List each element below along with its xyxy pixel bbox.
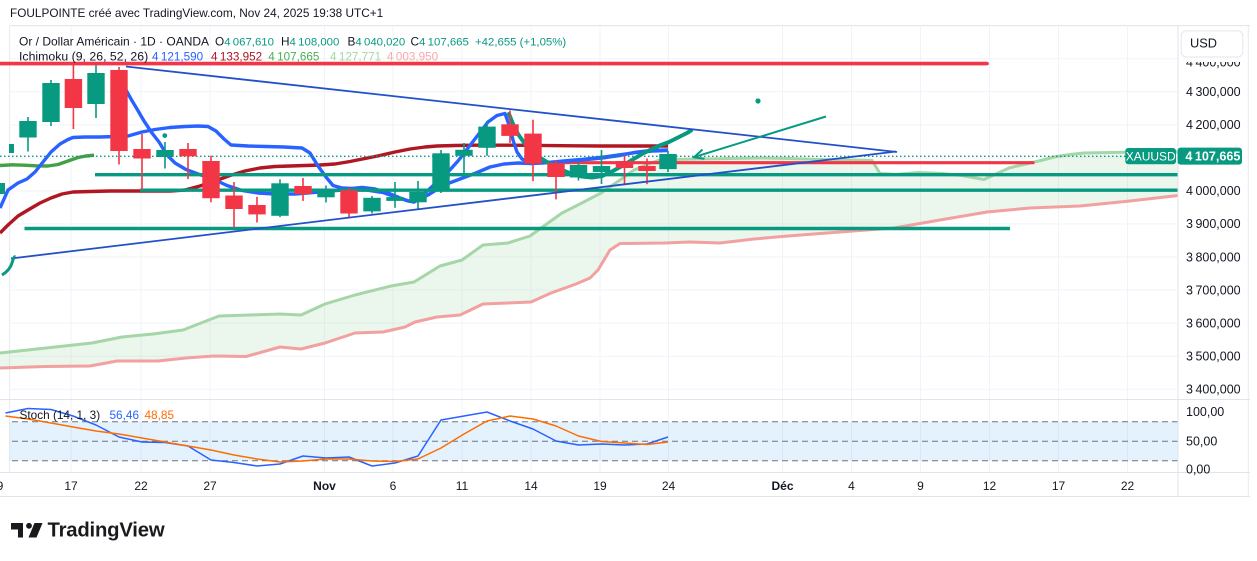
svg-text:27: 27 bbox=[203, 479, 217, 493]
svg-text:14: 14 bbox=[524, 479, 538, 493]
svg-text:Stoch (14, 1, 3): Stoch (14, 1, 3) bbox=[20, 408, 101, 422]
svg-text:3 500,000: 3 500,000 bbox=[1186, 350, 1241, 364]
svg-text:FOULPOINTE créé avec TradingVi: FOULPOINTE créé avec TradingView.com, No… bbox=[10, 6, 383, 20]
svg-text:Or / Dollar Américain · 1D · O: Or / Dollar Américain · 1D · OANDA bbox=[19, 34, 209, 48]
svg-text:XAUUSD: XAUUSD bbox=[1126, 149, 1176, 163]
svg-text:B4 040,020: B4 040,020 bbox=[348, 34, 406, 48]
svg-text:4 300,000: 4 300,000 bbox=[1186, 85, 1241, 99]
svg-text:3 600,000: 3 600,000 bbox=[1186, 316, 1241, 330]
svg-text:6: 6 bbox=[390, 479, 397, 493]
svg-text:4 000,000: 4 000,000 bbox=[1186, 184, 1241, 198]
svg-text:3 900,000: 3 900,000 bbox=[1186, 217, 1241, 231]
svg-text:56,46: 56,46 bbox=[110, 408, 140, 422]
svg-text:4 133,952: 4 133,952 bbox=[211, 50, 262, 63]
svg-text:USD: USD bbox=[1190, 36, 1217, 51]
svg-text:C4 107,665: C4 107,665 bbox=[411, 34, 469, 48]
svg-text:Déc: Déc bbox=[771, 479, 793, 493]
svg-text:11: 11 bbox=[456, 479, 469, 493]
svg-text:TradingView: TradingView bbox=[48, 520, 165, 542]
svg-text:9: 9 bbox=[917, 479, 924, 493]
svg-text:H4 108,000: H4 108,000 bbox=[281, 34, 339, 48]
svg-text:17: 17 bbox=[1052, 479, 1066, 493]
svg-text:3 800,000: 3 800,000 bbox=[1186, 250, 1241, 264]
svg-text:9: 9 bbox=[0, 479, 4, 493]
svg-text:4 107,665: 4 107,665 bbox=[268, 50, 320, 63]
svg-text:4 121,590: 4 121,590 bbox=[152, 50, 204, 63]
svg-text:4 003,950: 4 003,950 bbox=[387, 50, 439, 63]
svg-text:4: 4 bbox=[848, 479, 855, 493]
svg-text:4 400,000: 4 400,000 bbox=[1186, 55, 1241, 69]
svg-text:19: 19 bbox=[593, 479, 607, 493]
svg-text:22: 22 bbox=[1121, 479, 1135, 493]
svg-text:17: 17 bbox=[64, 479, 78, 493]
svg-text:O4 067,610: O4 067,610 bbox=[215, 34, 274, 48]
svg-text:0,00: 0,00 bbox=[1186, 462, 1210, 476]
svg-text:24: 24 bbox=[662, 479, 676, 493]
svg-text:100,00: 100,00 bbox=[1186, 405, 1224, 419]
svg-text:48,85: 48,85 bbox=[145, 408, 175, 422]
svg-text:+42,655 (+1,05%): +42,655 (+1,05%) bbox=[475, 36, 566, 48]
svg-text:22: 22 bbox=[134, 479, 148, 493]
svg-text:4 127,771: 4 127,771 bbox=[330, 50, 381, 63]
svg-text:3 700,000: 3 700,000 bbox=[1186, 283, 1241, 297]
svg-text:3 400,000: 3 400,000 bbox=[1186, 383, 1241, 397]
svg-text:50,00: 50,00 bbox=[1186, 435, 1217, 449]
svg-text:12: 12 bbox=[983, 479, 997, 493]
svg-text:Nov: Nov bbox=[313, 479, 336, 493]
svg-text:Ichimoku (9, 26, 52, 26): Ichimoku (9, 26, 52, 26) bbox=[19, 49, 148, 63]
svg-text:4 200,000: 4 200,000 bbox=[1186, 118, 1241, 132]
svg-text:4 107,665: 4 107,665 bbox=[1185, 150, 1240, 164]
